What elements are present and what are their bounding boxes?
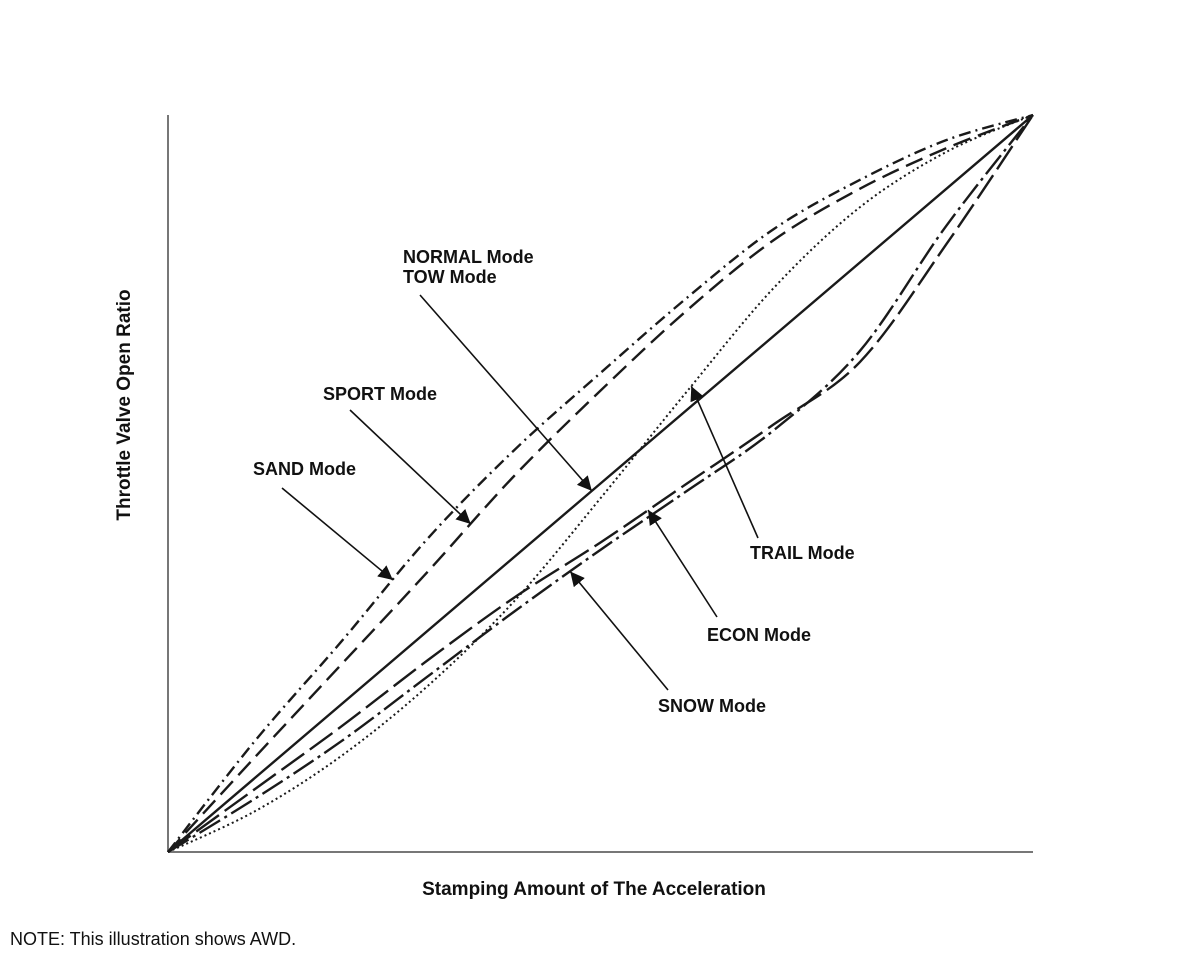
series-layer xyxy=(167,113,1034,854)
annotation-label-tow-mode: TOW Mode xyxy=(403,267,497,287)
leader-arrow-sport-mode xyxy=(349,409,472,525)
axes xyxy=(167,115,1033,853)
series-line-normal-mode xyxy=(167,114,1034,853)
annotation-label-econ-mode: ECON Mode xyxy=(707,625,811,645)
annotation-label-normal-mode: NORMAL Mode xyxy=(403,247,534,267)
leader-arrow-snow-mode xyxy=(569,570,669,691)
footnote: NOTE: This illustration shows AWD. xyxy=(10,929,297,949)
leader-arrow-trail-mode xyxy=(690,385,759,539)
series-line-snow-mode xyxy=(167,114,1034,854)
series-line-econ-mode xyxy=(167,114,1034,853)
series-line-trail-mode xyxy=(167,114,1034,853)
series-line-sport-mode xyxy=(167,113,1034,853)
leader-arrow-normal-mode xyxy=(419,294,593,492)
leader-arrow-sand-mode xyxy=(281,487,394,581)
annotation-label-trail-mode: TRAIL Mode xyxy=(750,543,855,563)
leader-arrow-econ-mode xyxy=(647,509,718,618)
annotation-label-sand-mode: SAND Mode xyxy=(253,459,356,479)
y-axis-title: Throttle Valve Open Ratio xyxy=(114,289,135,520)
x-axis-title: Stamping Amount of The Acceleration xyxy=(422,879,766,900)
annotation-label-snow-mode: SNOW Mode xyxy=(658,696,766,716)
annotation-label-sport-mode: SPORT Mode xyxy=(323,384,437,404)
